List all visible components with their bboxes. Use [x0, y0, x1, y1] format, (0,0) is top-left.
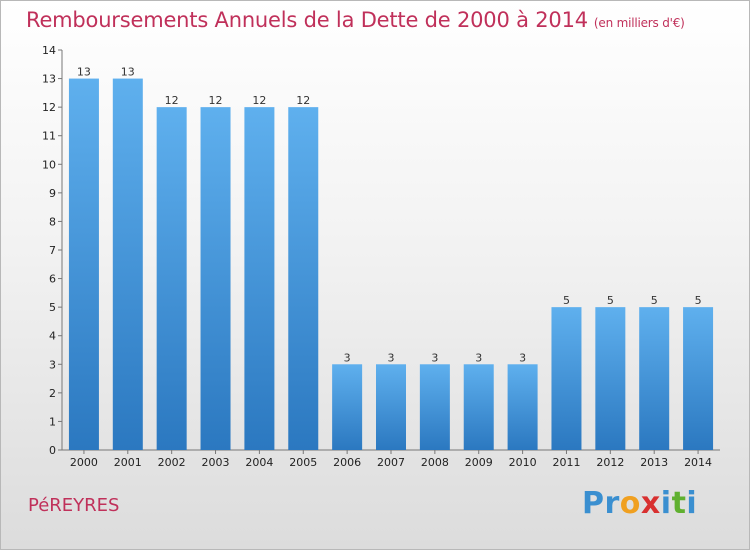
y-tick-label: 9	[49, 187, 56, 200]
bar-2012	[595, 307, 626, 450]
data-label: 13	[121, 66, 135, 79]
logo-part-4: i	[660, 486, 672, 521]
bar-2000	[68, 78, 99, 451]
logo-part-2: o	[619, 486, 641, 521]
data-label: 13	[77, 66, 91, 79]
bar-2002	[156, 107, 187, 451]
x-tick-label: 2001	[114, 456, 142, 469]
x-tick-label: 2003	[202, 456, 230, 469]
y-tick-label: 13	[42, 73, 56, 86]
bar-2008	[419, 364, 450, 450]
data-label: 5	[695, 294, 702, 307]
x-tick-label: 2007	[377, 456, 405, 469]
data-label: 3	[519, 351, 526, 364]
x-tick-label: 2011	[552, 456, 580, 469]
bar-2006	[332, 364, 363, 450]
bar-2009	[463, 364, 494, 450]
y-tick-label: 3	[49, 358, 56, 371]
data-label: 5	[651, 294, 658, 307]
x-tick-label: 2000	[70, 456, 98, 469]
logo-part-3: x	[640, 486, 661, 521]
bar-2004	[244, 107, 275, 451]
bars	[68, 78, 714, 451]
data-label: 12	[252, 94, 266, 107]
bar-2007	[376, 364, 406, 450]
data-label: 12	[209, 94, 223, 107]
y-tick-label: 10	[42, 158, 56, 171]
y-tick-label: 0	[49, 444, 56, 457]
y-tick-label: 8	[49, 215, 56, 228]
bar-2003	[200, 107, 231, 451]
data-label: 3	[388, 351, 395, 364]
y-tick-label: 11	[42, 130, 56, 143]
x-tick-label: 2004	[245, 456, 273, 469]
x-tick-label: 2005	[289, 456, 317, 469]
bar-2001	[112, 78, 143, 451]
value-labels: 13 13 12 12 12 12 3 3 3 3 3 5 5 5 5	[77, 66, 702, 365]
logo-part-1: Pr	[582, 486, 620, 521]
chart-unit: (en milliers d'€)	[593, 16, 685, 30]
data-label: 12	[165, 94, 179, 107]
y-tick-label: 2	[49, 387, 56, 400]
x-tick-label: 2009	[465, 456, 493, 469]
bar-2010	[507, 364, 538, 450]
bar-2013	[639, 307, 670, 450]
y-tick-label: 14	[42, 44, 56, 57]
y-tick-label: 5	[49, 301, 56, 314]
bar-2014	[683, 307, 714, 450]
x-tick-label: 2012	[596, 456, 624, 469]
y-tick-label: 4	[49, 330, 56, 343]
x-tick-label: 2006	[333, 456, 361, 469]
bar-2005	[288, 107, 319, 451]
chart-title-text: Remboursements Annuels de la Dette de 20…	[26, 8, 588, 32]
y-tick-label: 1	[49, 415, 56, 428]
y-tick-label: 12	[42, 101, 56, 114]
data-label: 12	[296, 94, 310, 107]
x-tick-label: 2010	[509, 456, 537, 469]
data-label: 3	[344, 351, 351, 364]
data-label: 5	[607, 294, 614, 307]
chart-title: Remboursements Annuels de la Dette de 20…	[26, 8, 685, 32]
x-tick-label: 2014	[684, 456, 712, 469]
logo-part-5: t	[671, 486, 687, 521]
x-tick-label: 2002	[158, 456, 186, 469]
proxiti-logo: Proxiti	[582, 486, 697, 521]
data-label: 3	[431, 351, 438, 364]
bar-2011	[551, 307, 582, 450]
x-tick-label: 2008	[421, 456, 449, 469]
data-label: 5	[563, 294, 570, 307]
y-tick-label: 6	[49, 273, 56, 286]
y-tick-label: 7	[49, 244, 56, 257]
logo-part-6: i	[686, 486, 698, 521]
commune-name: PéREYRES	[28, 495, 120, 516]
data-label: 3	[475, 351, 482, 364]
x-tick-label: 2013	[640, 456, 668, 469]
